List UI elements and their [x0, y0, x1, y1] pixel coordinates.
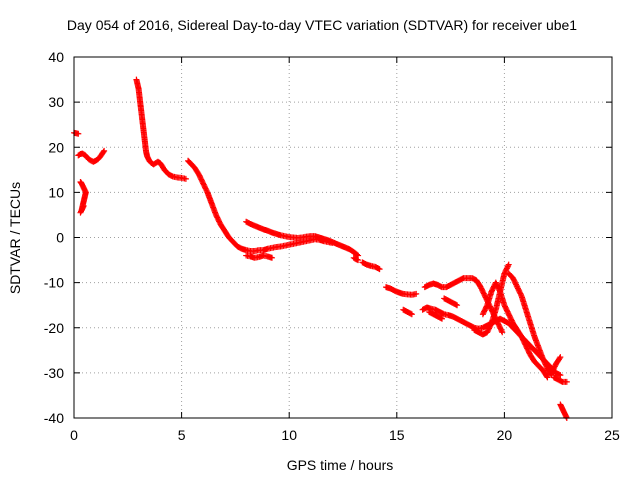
data-point-s2: [101, 147, 108, 154]
data-points: [71, 76, 570, 421]
data-point-s16: [438, 315, 445, 322]
tick-labels: 0 5 10 15 20 25 -40 -30 -20 -10 0 10 20 30 40: [44, 49, 620, 443]
data-point-s14: [498, 327, 505, 334]
data-point-s9: [355, 257, 362, 264]
y-tick-label: -10: [44, 275, 64, 291]
data-point-s17: [505, 261, 512, 268]
y-tick-label: -30: [44, 365, 64, 381]
data-point-s4: [80, 202, 87, 209]
data-point-s18: [543, 373, 550, 380]
data-point-s20: [556, 355, 563, 362]
data-point-s17: [505, 262, 512, 269]
y-tick-label: 20: [48, 139, 64, 155]
x-tick-label: 20: [497, 427, 513, 443]
data-point-s15: [454, 302, 461, 309]
data-point-s12: [408, 311, 415, 318]
data-point-s5: [182, 175, 189, 182]
data-point-s2: [100, 148, 107, 155]
data-point-s10: [376, 266, 383, 273]
y-tick-label: -20: [44, 320, 64, 336]
axis-ticks: [73, 56, 613, 419]
data-point-s18: [496, 287, 503, 294]
y-tick-label: -40: [44, 410, 64, 426]
y-tick-label: 30: [48, 94, 64, 110]
x-tick-label: 15: [389, 427, 405, 443]
data-point-s1: [75, 130, 82, 137]
data-point-s18: [483, 303, 490, 310]
y-tick-label: 10: [48, 184, 64, 200]
data-point-s8: [268, 254, 275, 261]
x-tick-label: 25: [604, 427, 620, 443]
data-point-s17: [487, 321, 494, 328]
data-point-s13: [557, 372, 564, 379]
x-tick-label: 0: [70, 427, 78, 443]
data-point-s18: [544, 374, 551, 381]
data-point-s19: [518, 291, 525, 298]
y-tick-label: 0: [56, 230, 64, 246]
data-point-s20: [557, 354, 564, 361]
x-axis-label: GPS time / hours: [287, 457, 394, 473]
x-tick-label: 10: [281, 427, 297, 443]
grid-lines: [74, 57, 612, 418]
data-point-s21: [563, 378, 570, 385]
x-tick-label: 5: [178, 427, 186, 443]
y-tick-label: 40: [48, 49, 64, 65]
data-point-s11: [413, 290, 420, 297]
chart-title: Day 054 of 2016, Sidereal Day-to-day VTE…: [67, 17, 577, 33]
y-axis-label: SDTVAR / TECUs: [7, 182, 23, 294]
data-point-s14: [499, 329, 506, 336]
